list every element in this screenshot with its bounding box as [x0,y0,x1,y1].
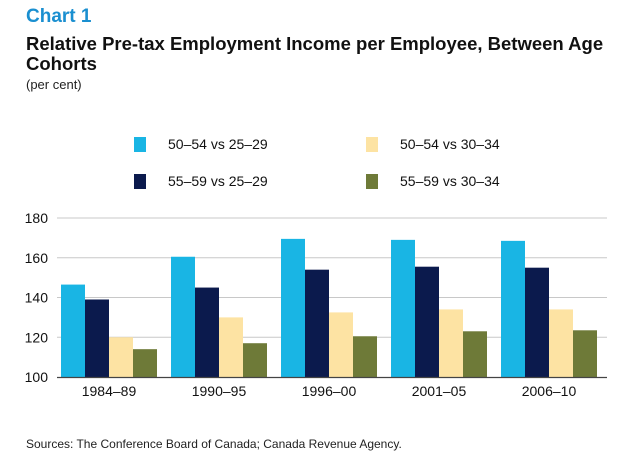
x-tick-label-4: 2001–05 [412,383,467,399]
legend-label-series-2: 55–59 vs 25–29 [168,173,268,189]
y-tick-label-180: 180 [25,210,49,226]
bar-1-series-3 [109,337,133,377]
bar-3-series-4 [353,336,377,377]
bar-1-series-4 [133,349,157,377]
chart-title: Relative Pre-tax Employment Income per E… [26,33,604,74]
y-tick-label-120: 120 [25,329,49,345]
bar-2-series-2 [195,287,219,377]
legend-swatch-series-1 [134,137,146,152]
chart-label: Chart 1 [26,6,92,27]
bar-1-series-2 [85,299,109,377]
bar-1-series-1 [61,284,85,377]
y-tick-label-140: 140 [25,290,49,306]
bar-5-series-3 [549,309,573,377]
bar-2-series-1 [171,256,195,377]
legend-swatch-series-3 [366,137,378,152]
legend-swatch-series-2 [134,174,146,189]
bar-4-series-1 [391,239,415,377]
bar-4-series-3 [439,309,463,377]
bar-5-series-4 [573,330,597,377]
y-tick-label-100: 100 [25,369,49,385]
legend-swatch-series-4 [366,174,378,189]
legend-label-series-3: 50–54 vs 30–34 [400,136,500,152]
bar-2-series-4 [243,343,267,377]
unit-label: (per cent) [26,77,82,92]
bar-5-series-2 [525,267,549,377]
bar-3-series-3 [329,312,353,377]
x-tick-label-3: 1996–00 [302,383,357,399]
x-tick-label-1: 1984–89 [82,383,137,399]
bar-3-series-1 [281,238,305,377]
x-tick-label-2: 1990–95 [192,383,247,399]
bar-4-series-2 [415,266,439,377]
bar-3-series-2 [305,269,329,377]
y-tick-label-160: 160 [25,250,49,266]
legend-label-series-1: 50–54 vs 25–29 [168,136,268,152]
x-tick-label-5: 2006–10 [522,383,577,399]
bar-4-series-4 [463,331,487,377]
legend-label-series-4: 55–59 vs 30–34 [400,173,500,189]
bar-5-series-1 [501,240,525,377]
bar-2-series-3 [219,317,243,377]
source-note: Sources: The Conference Board of Canada;… [26,437,402,451]
